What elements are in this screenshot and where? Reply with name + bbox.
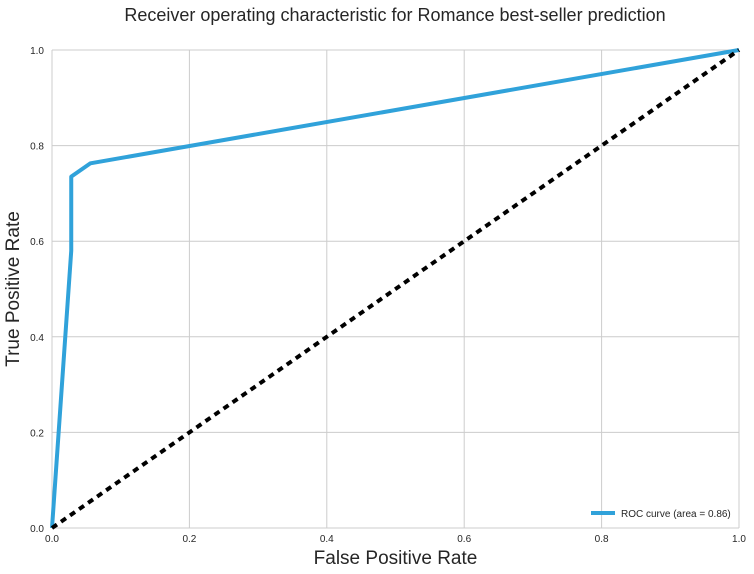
series-layer (50, 48, 741, 530)
legend-label: ROC curve (area = 0.86) (621, 509, 731, 520)
y-tick-label-5: 1.0 (30, 46, 44, 57)
y-tick-label-3: 0.6 (30, 237, 44, 248)
y-tick-label-4: 0.8 (30, 142, 44, 153)
x-tick-label-0: 0.0 (45, 534, 59, 545)
x-tick-label-2: 0.4 (320, 534, 334, 545)
tick-labels: 0.0 0.2 0.4 0.6 0.8 1.0 0.0 0.2 0.4 0.6 0.8 1.0 (30, 46, 746, 545)
x-tick-label-4: 0.8 (595, 534, 609, 545)
x-tick-label-3: 0.6 (457, 534, 471, 545)
series-line-roc-curve (50, 48, 740, 529)
series-line-diagonal (50, 48, 741, 530)
y-tick-label-1: 0.2 (30, 428, 44, 439)
y-tick-label-2: 0.4 (30, 333, 44, 344)
chart-title: Receiver operating characteristic for Ro… (124, 5, 665, 25)
legend: ROC curve (area = 0.86) (591, 509, 731, 520)
y-tick-label-0: 0.0 (30, 524, 44, 535)
grid-lines (51, 49, 740, 529)
x-axis-label: False Positive Rate (314, 548, 478, 569)
x-tick-label-5: 1.0 (732, 534, 746, 545)
x-tick-label-1: 0.2 (182, 534, 196, 545)
y-axis-label: True Positive Rate (3, 211, 24, 367)
